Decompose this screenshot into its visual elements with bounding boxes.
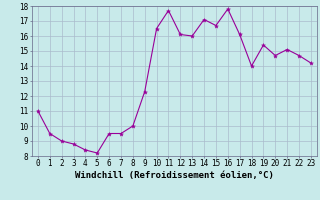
X-axis label: Windchill (Refroidissement éolien,°C): Windchill (Refroidissement éolien,°C) [75,171,274,180]
